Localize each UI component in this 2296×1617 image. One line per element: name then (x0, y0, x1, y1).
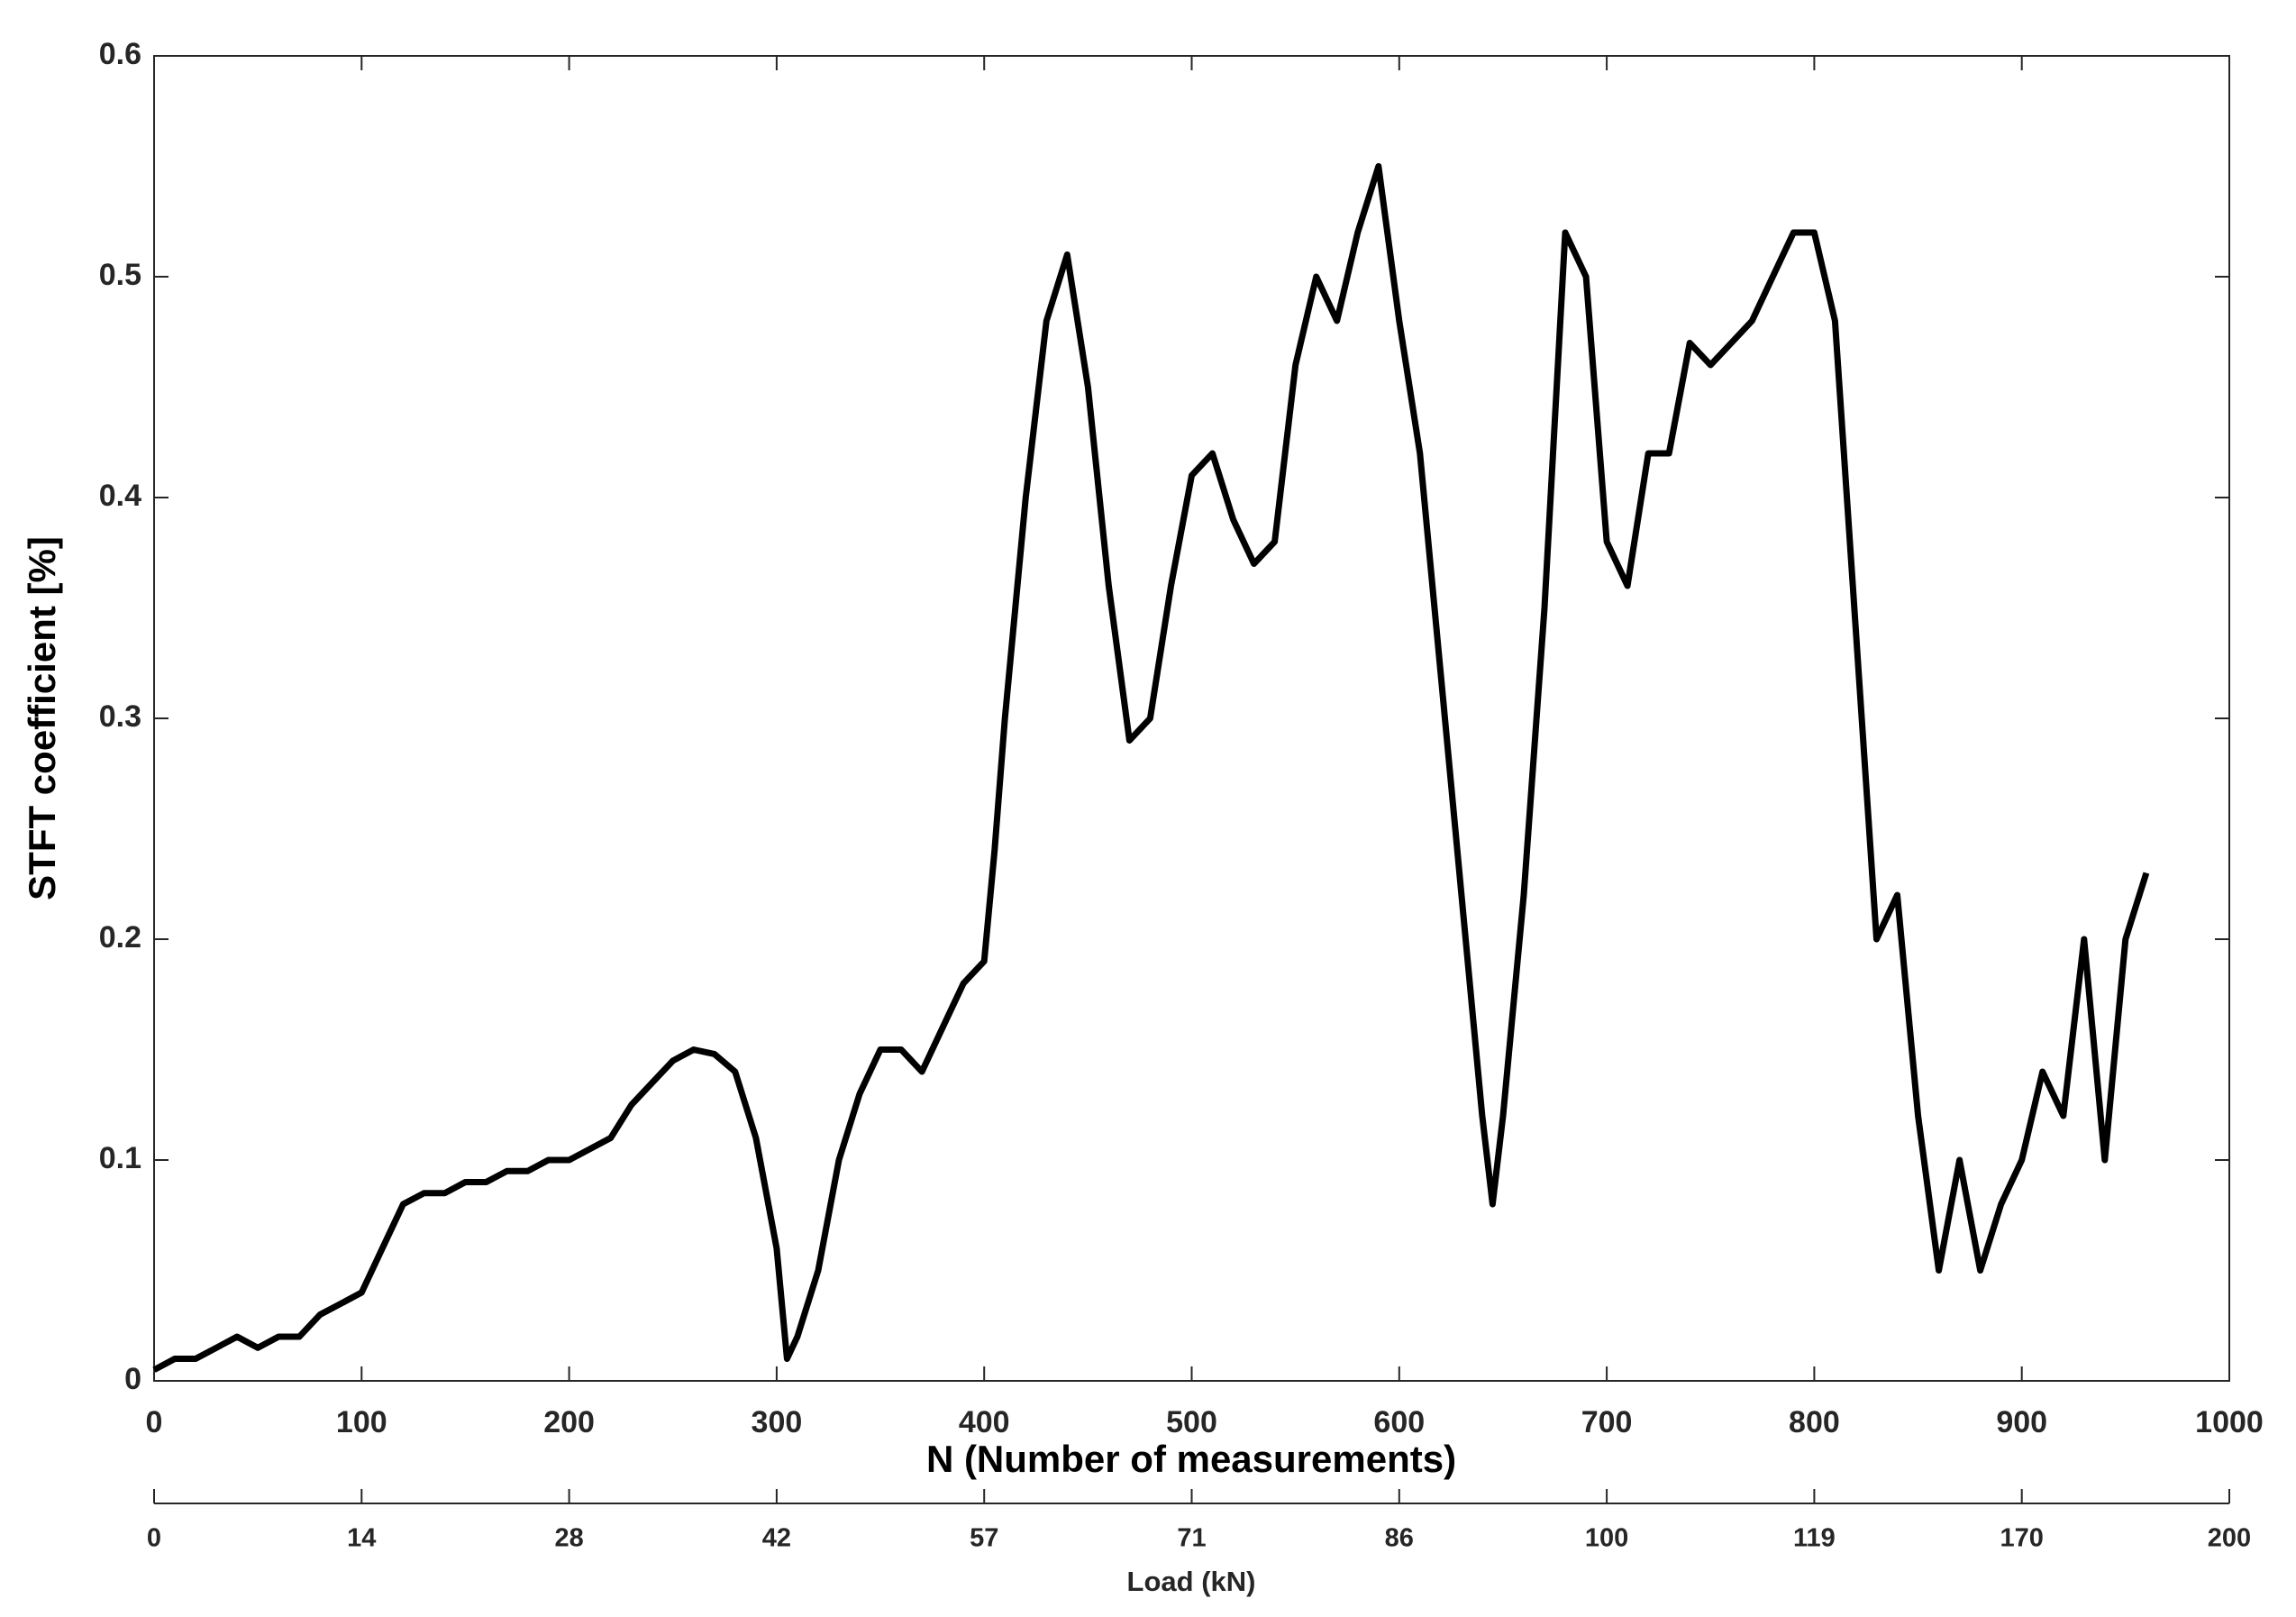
x2-tick-label: 57 (970, 1524, 998, 1553)
y-tick-label: 0.4 (99, 479, 141, 513)
x2-tick-label: 119 (1793, 1524, 1836, 1553)
y-tick-label: 0.3 (99, 699, 141, 734)
x-tick-label: 100 (336, 1405, 387, 1439)
x2-tick-label: 28 (554, 1524, 583, 1553)
x2-axis-title: Load (kN) (1127, 1566, 1256, 1597)
x-tick-label: 900 (1996, 1405, 2047, 1439)
x2-tick-label: 200 (2208, 1524, 2251, 1553)
y-tick-label: 0 (124, 1362, 141, 1396)
x-tick-label: 600 (1373, 1405, 1425, 1439)
y-tick-label: 0.5 (99, 258, 141, 292)
x2-tick-label: 71 (1177, 1524, 1206, 1553)
x2-tick-label: 0 (147, 1524, 161, 1553)
x-tick-label: 300 (752, 1405, 803, 1439)
x2-tick-label: 100 (1585, 1524, 1628, 1553)
x-tick-label: 200 (543, 1405, 595, 1439)
x-tick-label: 500 (1166, 1405, 1217, 1439)
x-axis-title: N (Number of measurements) (926, 1438, 1456, 1480)
y-tick-label: 0.2 (99, 920, 141, 955)
y-axis-title: STFT coefficient [%] (21, 536, 63, 900)
x-tick-label: 1000 (2195, 1405, 2264, 1439)
x-tick-label: 700 (1581, 1405, 1633, 1439)
data-line (152, 163, 2150, 1373)
y-tick-label: 0.6 (99, 37, 141, 71)
y-tick-label: 0.1 (99, 1141, 141, 1175)
x-tick-label: 400 (959, 1405, 1010, 1439)
x-tick-label: 0 (146, 1405, 163, 1439)
x-tick-label: 800 (1789, 1405, 1840, 1439)
x2-tick-label: 14 (347, 1524, 376, 1553)
x2-tick-label: 170 (2000, 1524, 2044, 1553)
x2-tick-label: 42 (762, 1524, 791, 1553)
x2-tick-label: 86 (1385, 1524, 1414, 1553)
